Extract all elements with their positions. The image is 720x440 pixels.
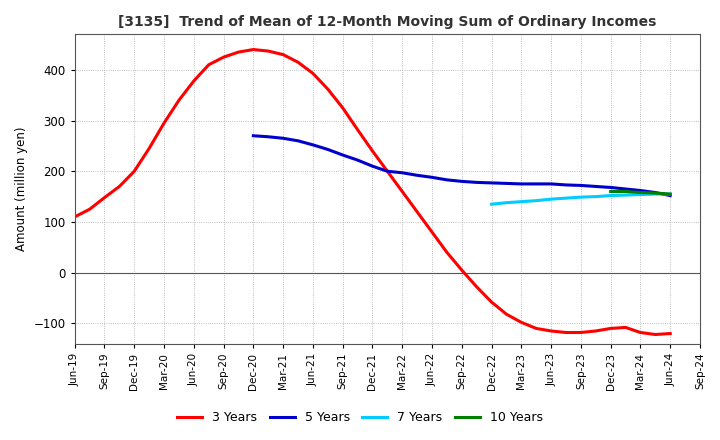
3 Years — [309, 71, 318, 76]
5 Years — [354, 158, 362, 163]
5 Years — [577, 183, 585, 188]
5 Years — [368, 164, 377, 169]
3 Years — [591, 328, 600, 334]
3 Years — [502, 312, 510, 317]
3 Years — [546, 328, 555, 334]
5 Years — [398, 170, 407, 176]
3 Years — [145, 146, 153, 151]
5 Years — [279, 136, 287, 141]
3 Years — [264, 48, 273, 54]
5 Years — [546, 181, 555, 187]
5 Years — [591, 184, 600, 189]
3 Years — [294, 59, 302, 65]
3 Years — [189, 78, 198, 84]
5 Years — [562, 182, 570, 187]
Line: 5 Years: 5 Years — [253, 136, 670, 196]
10 Years — [621, 189, 630, 194]
7 Years — [562, 195, 570, 201]
7 Years — [591, 194, 600, 199]
3 Years — [383, 169, 392, 174]
3 Years — [115, 184, 124, 189]
3 Years — [636, 330, 645, 335]
7 Years — [517, 199, 526, 204]
3 Years — [621, 325, 630, 330]
3 Years — [577, 330, 585, 335]
3 Years — [428, 229, 436, 235]
3 Years — [651, 332, 660, 337]
3 Years — [130, 169, 138, 174]
7 Years — [606, 193, 615, 198]
3 Years — [532, 326, 541, 331]
Line: 3 Years: 3 Years — [75, 50, 670, 334]
3 Years — [666, 331, 675, 336]
3 Years — [279, 52, 287, 57]
3 Years — [487, 300, 496, 305]
5 Years — [309, 142, 318, 147]
3 Years — [398, 189, 407, 194]
5 Years — [502, 181, 510, 186]
3 Years — [204, 62, 213, 67]
5 Years — [323, 147, 332, 152]
10 Years — [651, 191, 660, 196]
3 Years — [368, 148, 377, 154]
3 Years — [443, 250, 451, 255]
5 Years — [249, 133, 258, 139]
5 Years — [621, 187, 630, 192]
5 Years — [651, 190, 660, 195]
5 Years — [428, 175, 436, 180]
3 Years — [562, 330, 570, 335]
5 Years — [457, 179, 466, 184]
3 Years — [413, 209, 421, 214]
5 Years — [413, 172, 421, 178]
3 Years — [85, 207, 94, 212]
5 Years — [606, 185, 615, 190]
5 Years — [666, 193, 675, 198]
Line: 7 Years: 7 Years — [492, 194, 670, 204]
5 Years — [517, 181, 526, 187]
7 Years — [502, 200, 510, 205]
7 Years — [487, 202, 496, 207]
Y-axis label: Amount (million yen): Amount (million yen) — [15, 127, 28, 251]
3 Years — [175, 98, 184, 103]
3 Years — [338, 105, 347, 110]
Legend: 3 Years, 5 Years, 7 Years, 10 Years: 3 Years, 5 Years, 7 Years, 10 Years — [172, 407, 548, 429]
Title: [3135]  Trend of Mean of 12-Month Moving Sum of Ordinary Incomes: [3135] Trend of Mean of 12-Month Moving … — [118, 15, 657, 29]
3 Years — [249, 47, 258, 52]
10 Years — [636, 190, 645, 195]
5 Years — [294, 138, 302, 143]
3 Years — [517, 320, 526, 325]
3 Years — [323, 86, 332, 92]
3 Years — [472, 284, 481, 290]
10 Years — [666, 191, 675, 197]
7 Years — [636, 192, 645, 197]
3 Years — [100, 195, 109, 200]
7 Years — [621, 192, 630, 198]
5 Years — [636, 188, 645, 193]
3 Years — [606, 326, 615, 331]
7 Years — [532, 198, 541, 203]
7 Years — [666, 191, 675, 197]
3 Years — [160, 121, 168, 126]
3 Years — [354, 127, 362, 132]
5 Years — [443, 177, 451, 183]
3 Years — [457, 268, 466, 273]
7 Years — [651, 191, 660, 197]
5 Years — [532, 181, 541, 187]
7 Years — [577, 194, 585, 200]
Line: 10 Years: 10 Years — [611, 191, 670, 194]
5 Years — [264, 134, 273, 139]
3 Years — [234, 49, 243, 55]
5 Years — [338, 152, 347, 158]
3 Years — [220, 55, 228, 60]
3 Years — [71, 214, 79, 220]
7 Years — [546, 197, 555, 202]
10 Years — [606, 189, 615, 194]
5 Years — [383, 169, 392, 174]
5 Years — [487, 180, 496, 186]
5 Years — [472, 180, 481, 185]
